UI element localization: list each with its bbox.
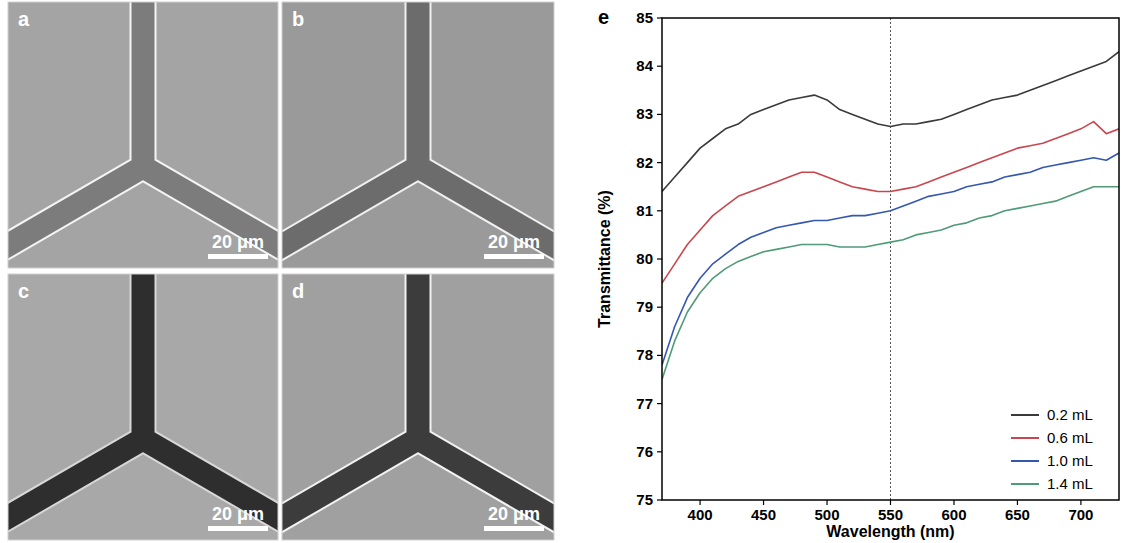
panel-label: a xyxy=(18,8,30,30)
panel-border xyxy=(282,2,554,268)
sem-image xyxy=(8,274,278,540)
panel-border xyxy=(8,274,278,540)
scale-bar xyxy=(208,254,268,259)
plot-frame xyxy=(662,18,1119,500)
panel-label: b xyxy=(292,8,304,30)
x-tick-label: 400 xyxy=(688,506,713,523)
x-axis-title: Wavelength (nm) xyxy=(826,523,954,540)
channel-edge xyxy=(8,274,278,529)
channel xyxy=(8,2,278,257)
x-tick-label: 600 xyxy=(941,506,966,523)
channel-edge xyxy=(282,2,554,257)
y-tick-label: 83 xyxy=(636,105,653,122)
scale-bar-label: 20 μm xyxy=(212,232,264,252)
y-tick-label: 82 xyxy=(636,154,653,171)
panel-label: e xyxy=(598,6,609,28)
x-tick-label: 650 xyxy=(1005,506,1030,523)
y-tick-label: 79 xyxy=(636,298,653,315)
panel-label: c xyxy=(18,280,29,302)
legend-swatch xyxy=(1011,483,1039,485)
x-tick-label: 500 xyxy=(815,506,840,523)
scale-bar xyxy=(484,526,544,531)
series-group xyxy=(662,52,1119,380)
legend-swatch xyxy=(1011,437,1039,439)
y-tick-label: 78 xyxy=(636,346,653,363)
sem-panel: c 20 μm xyxy=(0,264,298,540)
x-tick-label: 550 xyxy=(878,506,903,523)
y-tick-label: 81 xyxy=(636,202,653,219)
sem-image xyxy=(8,2,278,268)
channel-edge xyxy=(8,2,278,257)
sem-image xyxy=(282,274,554,540)
scale-bar-label: 20 μm xyxy=(488,232,540,252)
sem-panel: a 20 μm xyxy=(0,0,298,268)
series-line xyxy=(662,52,1119,192)
channel xyxy=(8,274,278,529)
y-tick-label: 77 xyxy=(636,395,653,412)
x-tick-label: 450 xyxy=(751,506,776,523)
legend-label: 0.2 mL xyxy=(1047,406,1093,423)
panel-border xyxy=(8,2,278,268)
legend: 0.2 mL 0.6 mL 1.0 mL 1.4 mL xyxy=(1011,406,1093,492)
legend-swatch xyxy=(1011,460,1039,462)
scale-bar xyxy=(484,254,544,259)
y-tick-label: 76 xyxy=(636,443,653,460)
scale-bar xyxy=(208,526,268,531)
y-tick-label: 84 xyxy=(636,57,653,74)
x-tick-label: 700 xyxy=(1068,506,1093,523)
chart: e 75 76 77 78 79 80 81 82 83 84 85 400 450 500 550 600 65… xyxy=(596,6,1119,540)
series-line xyxy=(662,187,1119,380)
sem-panel: b 20 μm xyxy=(262,0,574,268)
channel xyxy=(282,2,554,257)
channel xyxy=(282,274,554,529)
legend-label: 1.4 mL xyxy=(1047,475,1093,492)
sem-panel: d 20 μm xyxy=(262,264,574,540)
scale-bar-label: 20 μm xyxy=(212,504,264,524)
figure: a 20 μm b 20 μm c 20 μm d 20 μm e 75 76 77 78 79 80 81 8… xyxy=(0,0,1130,543)
channel-edge xyxy=(282,274,554,529)
panel-border xyxy=(282,274,554,540)
y-tick-label: 75 xyxy=(636,491,653,508)
reference-line xyxy=(890,18,891,500)
y-tick-label: 85 xyxy=(636,9,653,26)
series-line xyxy=(662,153,1119,365)
legend-label: 1.0 mL xyxy=(1047,452,1093,469)
scale-bar-label: 20 μm xyxy=(488,504,540,524)
panel-label: d xyxy=(292,280,304,302)
y-tick-label: 80 xyxy=(636,250,653,267)
y-axis-title: Transmittance (%) xyxy=(596,190,613,328)
legend-swatch xyxy=(1011,414,1039,416)
legend-label: 0.6 mL xyxy=(1047,429,1093,446)
sem-image xyxy=(282,2,554,268)
